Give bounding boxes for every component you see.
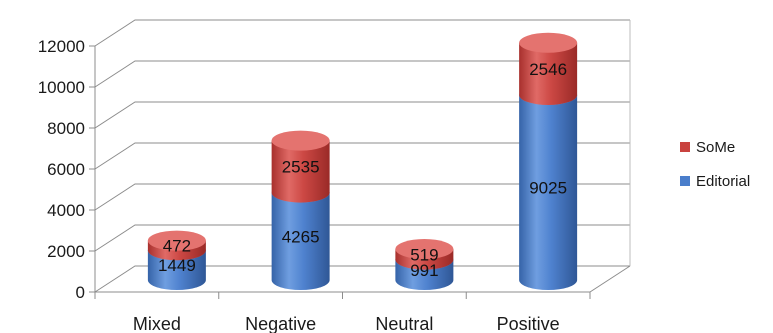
bar-body xyxy=(519,94,578,290)
data-label-editorial-mixed: 1449 xyxy=(158,256,196,275)
x-tick-label-neutral: Neutral xyxy=(375,314,433,333)
floor-right-edge xyxy=(589,265,631,293)
y-tick-label-12000: 12000 xyxy=(38,37,85,56)
axes: 0 2000 4000 6000 8000 10000 12000 Mixed Negative… xyxy=(38,20,631,333)
y-tick-label-0: 0 xyxy=(76,283,85,302)
gridline-4000 xyxy=(94,183,630,211)
gridline-8000 xyxy=(94,101,630,129)
bar-body xyxy=(271,140,330,203)
x-tick-label-mixed: Mixed xyxy=(133,314,181,333)
bar-top xyxy=(395,239,454,260)
bar-some-negative xyxy=(271,130,330,203)
legend-swatch-some xyxy=(680,142,690,152)
bar-some-mixed xyxy=(147,230,206,261)
gridline-12000 xyxy=(94,19,630,47)
y-tick-label-10000: 10000 xyxy=(38,78,85,97)
data-label-some-negative: 2535 xyxy=(282,158,320,177)
bars xyxy=(147,32,578,290)
bar-body xyxy=(147,250,206,290)
data-label-editorial-negative: 4265 xyxy=(282,227,320,246)
y-tick-label-2000: 2000 xyxy=(47,242,85,261)
data-label-some-mixed: 472 xyxy=(163,236,191,255)
bar-some-neutral xyxy=(395,239,454,270)
grid xyxy=(94,19,630,293)
x-tick-label-negative: Negative xyxy=(245,314,316,333)
bar-body xyxy=(271,192,330,290)
data-label-some-neutral: 519 xyxy=(410,245,438,264)
legend: SoMe Editorial xyxy=(680,139,750,190)
data-label-editorial-neutral: 991 xyxy=(410,261,438,280)
x-tick-label-positive: Positive xyxy=(497,314,560,333)
bar-body xyxy=(519,42,578,105)
gridline-6000 xyxy=(94,142,630,170)
gridline-2000 xyxy=(94,224,630,252)
gridline-0 xyxy=(94,265,630,293)
data-label-editorial-positive: 9025 xyxy=(529,178,567,197)
y-tick-label-6000: 6000 xyxy=(47,160,85,179)
data-label-some-positive: 2546 xyxy=(529,60,567,79)
legend-label-some: SoMe xyxy=(696,139,735,156)
legend-swatch-editorial xyxy=(680,176,690,186)
bar-top xyxy=(519,32,578,53)
legend-label-editorial: Editorial xyxy=(696,173,750,190)
gridline-10000 xyxy=(94,60,630,88)
bar-top xyxy=(271,130,330,151)
y-tick-label-4000: 4000 xyxy=(47,201,85,220)
bar-some-positive xyxy=(519,32,578,105)
bar-top xyxy=(147,230,206,251)
y-tick-label-8000: 8000 xyxy=(47,119,85,138)
